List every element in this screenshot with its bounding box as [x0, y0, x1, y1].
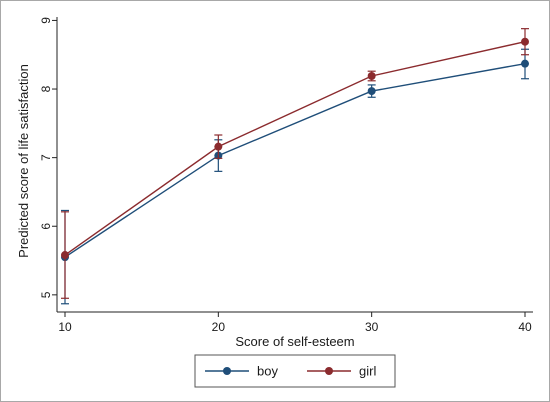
y-tick-label: 8 [39, 85, 53, 92]
x-tick-label: 40 [518, 320, 532, 334]
chart-marks [61, 28, 529, 305]
series-girl [61, 28, 529, 299]
boy-line [64, 62, 526, 258]
x-tick-label: 30 [365, 320, 379, 334]
legend: boy girl [194, 354, 396, 388]
y-axis-title: Predicted score of life satisfaction [16, 64, 31, 258]
legend-item-boy: boy [205, 364, 278, 379]
x-axis-title: Score of self-esteem [235, 334, 354, 349]
legend-swatch-marker [223, 367, 231, 375]
x-tick-label: 20 [212, 320, 226, 334]
boy-point [521, 59, 529, 68]
girl-line [64, 41, 526, 256]
girl-point [521, 37, 529, 46]
x-tick-label: 10 [58, 320, 72, 334]
legend-label: girl [359, 364, 376, 379]
girl-point [214, 142, 223, 151]
legend-swatch-marker [325, 367, 333, 375]
y-tick-label: 7 [39, 154, 53, 161]
legend-label: boy [257, 364, 278, 379]
legend-item-girl: girl [307, 364, 376, 379]
girl-point [61, 251, 69, 260]
y-tick-label: 5 [39, 291, 53, 298]
boy-point [367, 87, 376, 96]
y-tick-label: 9 [39, 17, 53, 24]
y-tick-label: 6 [39, 223, 53, 230]
axes: 5 6 7 8 9 10 20 30 40 [39, 17, 533, 334]
series-boy [61, 48, 529, 305]
girl-point [367, 72, 376, 80]
